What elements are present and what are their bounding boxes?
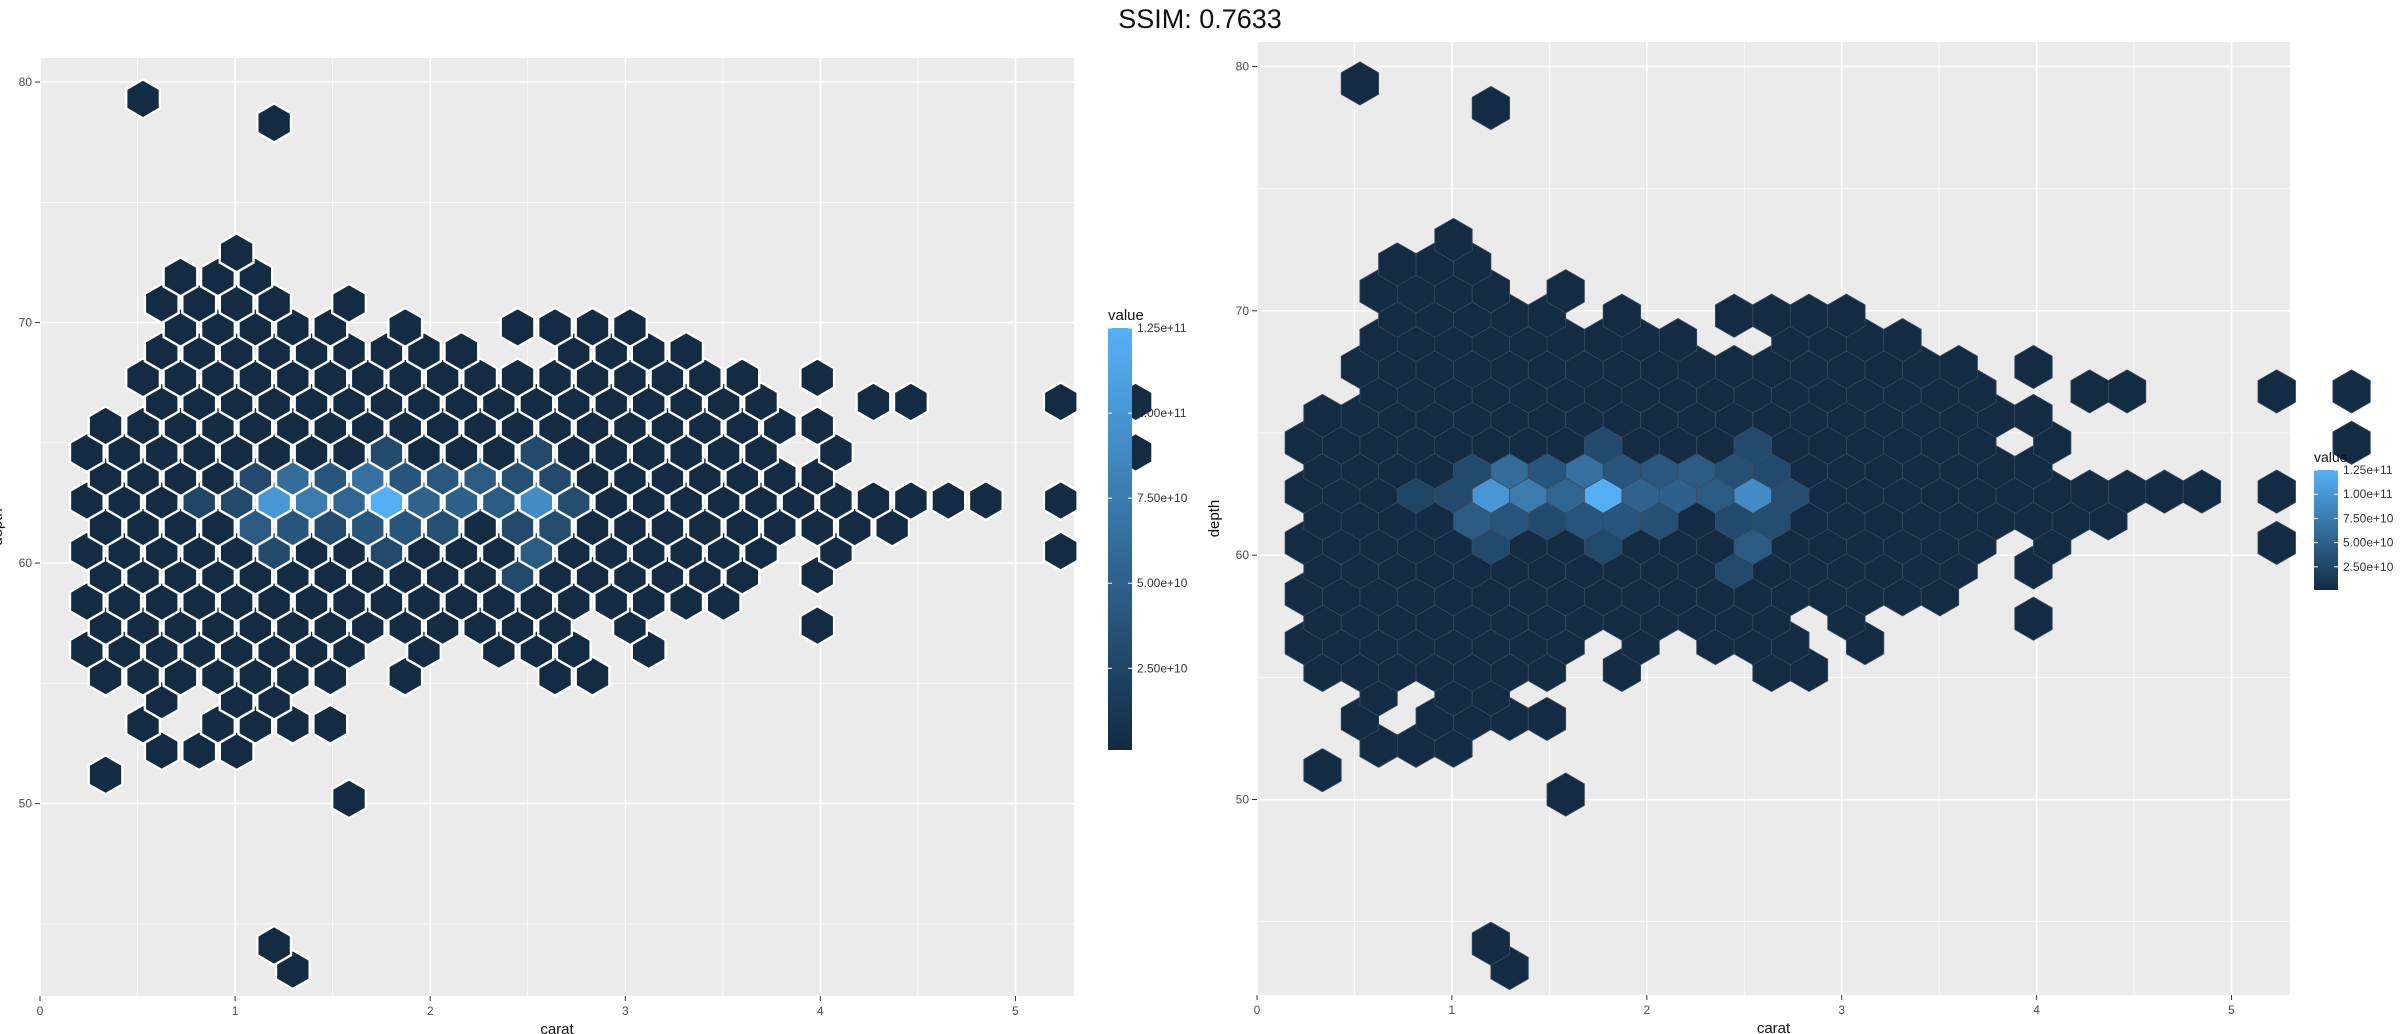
hex-bin — [2257, 520, 2296, 565]
hex-bin — [1042, 530, 1079, 572]
legend-label: 2.50e+10 — [1137, 661, 1188, 675]
y-tick-label: 50 — [1236, 793, 1250, 807]
hex-bin — [2332, 420, 2371, 465]
hex-bin — [218, 232, 255, 274]
x-tick-label: 1 — [232, 1004, 239, 1018]
hex-bin — [1471, 85, 1511, 131]
hex-bin — [2014, 596, 2053, 641]
legend-label: 1.00e+11 — [2343, 487, 2393, 501]
hex-bin — [855, 381, 892, 423]
legend-label: 1.25e+11 — [2343, 463, 2393, 477]
y-tick-label: 60 — [1236, 548, 1250, 562]
legend-title: value — [2314, 449, 2348, 465]
hex-bin — [331, 282, 368, 325]
figure-title: SSIM: 0.7633 — [1118, 4, 1282, 34]
hex-bin — [331, 777, 368, 820]
legend-label: 7.50e+10 — [1137, 491, 1188, 505]
hex-bin — [799, 357, 836, 399]
hex-bin — [1939, 344, 1978, 390]
hexbin-layer — [1284, 61, 2371, 991]
hex-bin — [2182, 469, 2221, 514]
hex-bin — [668, 330, 705, 373]
hex-bin — [611, 306, 648, 349]
legend-colorbar — [2314, 470, 2338, 590]
hex-bin — [1042, 381, 1079, 423]
legend-label: 5.00e+10 — [2343, 536, 2394, 550]
hex-bin — [256, 102, 293, 144]
y-axis-title: depth — [1206, 500, 1223, 538]
hex-bin — [1471, 921, 1511, 966]
hex-bin — [537, 306, 574, 349]
hex-bin — [87, 753, 124, 796]
hex-bin — [1303, 748, 1342, 793]
hex-bin — [855, 479, 892, 522]
hex-bin — [1546, 269, 1585, 314]
legend-label: 1.00e+11 — [1137, 406, 1187, 420]
y-tick-label: 60 — [19, 556, 33, 570]
y-tick-label: 70 — [1236, 304, 1250, 318]
x-tick-label: 4 — [2033, 1003, 2040, 1017]
hex-bin — [443, 330, 480, 373]
y-tick-label: 70 — [19, 316, 33, 330]
hex-bin — [1602, 293, 1642, 338]
x-tick-label: 3 — [622, 1004, 629, 1018]
x-tick-label: 4 — [817, 1004, 824, 1018]
legend-label: 5.00e+10 — [1137, 576, 1188, 590]
x-tick-label: 5 — [1012, 1004, 1019, 1018]
hex-bin — [387, 306, 424, 349]
x-tick-label: 1 — [1449, 1003, 1456, 1017]
hex-bin — [312, 703, 349, 746]
hex-bin — [892, 381, 929, 423]
legend-title: value — [1108, 307, 1144, 324]
x-tick-label: 3 — [1838, 1003, 1845, 1017]
legend-label: 1.25e+11 — [1137, 321, 1187, 335]
legend-label: 2.50e+10 — [2343, 560, 2394, 574]
y-tick-label: 80 — [1236, 59, 1250, 73]
hex-bin — [2107, 369, 2147, 414]
legend-colorbar — [1108, 328, 1132, 750]
hex-bin — [1527, 696, 1567, 741]
y-tick-label: 80 — [19, 75, 33, 89]
hex-bin — [1546, 772, 1585, 817]
hex-bin — [799, 604, 836, 647]
x-tick-label: 0 — [37, 1004, 44, 1018]
hex-bin — [967, 479, 1004, 522]
hex-bin — [2014, 344, 2053, 390]
hex-bin — [1434, 217, 1473, 262]
hex-bin — [1658, 318, 1698, 363]
hex-bin — [87, 405, 124, 447]
hex-bin — [724, 357, 761, 399]
hex-bin — [574, 306, 611, 349]
hex-bin — [499, 306, 536, 349]
x-tick-label: 2 — [427, 1004, 434, 1018]
hex-bin — [2257, 469, 2296, 514]
y-tick-label: 50 — [19, 797, 33, 811]
hex-bin — [930, 479, 967, 522]
hex-bin — [892, 479, 929, 522]
x-tick-label: 2 — [1643, 1003, 1650, 1017]
hexbin-layer — [68, 78, 1154, 991]
hex-bin — [256, 924, 293, 967]
hex-bin — [499, 357, 536, 399]
hex-bin — [162, 256, 199, 298]
x-tick-label: 0 — [1254, 1003, 1261, 1017]
hex-bin — [2257, 369, 2296, 414]
x-axis-title: carat — [540, 1021, 574, 1034]
y-axis-title: depth — [0, 508, 6, 546]
x-tick-label: 5 — [2228, 1003, 2235, 1017]
x-axis-title: carat — [1757, 1020, 1791, 1034]
hex-bin — [1827, 293, 1866, 338]
hex-bin — [2332, 369, 2371, 414]
hex-bin — [1340, 61, 1380, 106]
hex-bin — [2014, 393, 2053, 438]
hex-bin — [799, 405, 836, 447]
legend-label: 7.50e+10 — [2343, 511, 2394, 525]
hex-bin — [1883, 318, 1922, 363]
hex-bin — [124, 78, 162, 120]
hex-bin — [1042, 479, 1079, 522]
